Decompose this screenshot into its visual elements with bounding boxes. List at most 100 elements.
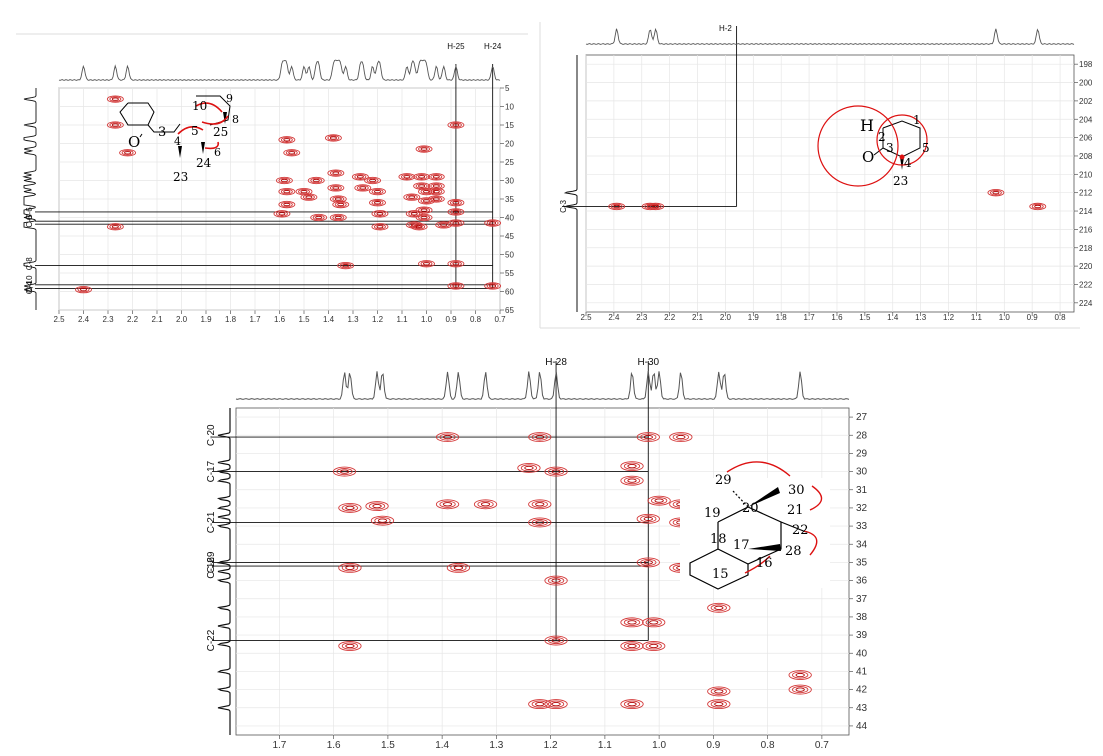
contour-ring [623,642,641,650]
contour-ring [432,197,440,201]
cross-peak-23 [364,176,382,185]
wedge-30 [748,487,780,507]
hmbc-arrow-21 [809,485,823,511]
contour-ring [547,637,565,645]
x-tick-label: 1.6 [327,740,341,751]
contour-ring [636,557,660,568]
contour-ring [1034,204,1042,209]
cross-peak-3 [119,149,137,157]
contour-ring [278,136,296,144]
x-tick-label: 2.3 [636,313,648,322]
contour-ring [517,463,541,473]
contour-ring [714,689,724,694]
contour-ring [608,202,626,211]
atom-h: H [860,116,874,135]
contour-ring [442,434,453,440]
contour-ring [413,224,426,230]
cross-peak-5 [987,189,1005,197]
x-tick-label: 0.7 [494,315,506,324]
cross-peak-2 [528,432,552,442]
cross-peak-8 [278,187,296,196]
contour-ring [430,188,443,195]
contour-ring [423,262,430,266]
cross-peak-15 [324,134,342,142]
hmbc-arrow-22 [803,530,818,556]
x-tick-label: 1.2 [544,740,558,751]
cross-peak-21 [338,562,362,573]
x-tick-label: 0.7 [815,740,829,751]
bond-oxo [139,133,143,138]
contour-ring [435,432,460,442]
cross-peak-33 [642,641,666,651]
contour-ring [544,699,568,710]
contour-ring [432,184,440,188]
contour-ring [531,700,548,708]
x-tick-label: 1.5 [381,740,395,751]
contour-ring [551,469,561,474]
x-tick-label: 2.1 [151,315,163,324]
cross-peak-49 [447,219,465,227]
contour-ring [410,212,418,216]
contour-ring [351,173,369,181]
cross-peak-37 [415,206,433,214]
contour-ring [447,121,465,129]
cross-peak-32 [620,641,644,651]
contour-ring [551,578,561,583]
panel-2-carbon-spectrum [563,55,578,312]
contour-ring [371,200,384,206]
contour-ring [377,518,388,523]
contour-ring [544,575,568,586]
contour-ring [359,186,367,190]
carbon-label: C-6 [25,207,34,220]
x-tick-label: 1.4 [323,315,335,324]
contour-ring [418,214,430,221]
x-tick-label: 1.7 [249,315,261,324]
contour-ring [336,468,353,476]
contour-ring [374,201,381,205]
contour-ring [376,225,384,229]
atom-28: 28 [785,544,802,559]
correlation-marker [899,154,905,160]
correlation-circle [817,105,899,187]
contour-ring [365,501,389,512]
y-tick-label: 202 [1079,97,1093,106]
contour-ring [430,196,443,202]
cross-peak-30 [544,635,568,646]
cross-peak-30 [405,210,423,218]
cross-peak-11 [365,501,389,512]
contour-ring [654,498,664,503]
panel-3-hmbc: 1.7 1.6 1.5 1.4 1.3 1.2 1.1 1.0 0.9 0.8 0.7 272829… [206,357,868,751]
contour-ring [338,562,362,573]
contour-ring [452,221,460,225]
cross-peak-15 [647,495,671,506]
contour-ring [647,202,665,211]
contour-ring [334,197,342,201]
contour-ring [339,469,350,474]
y-tick-label: 220 [1079,262,1093,271]
panel-1-proton-spectrum [58,59,501,81]
cross-peak-14 [528,499,552,510]
contour-ring [119,149,137,157]
contour-ring [447,260,465,268]
contour-ring [75,285,92,294]
contour-ring [273,210,291,218]
x-tick-label: 2.3 [102,315,114,324]
carbon-label: C-3 [559,199,568,212]
cross-peak-52 [484,219,502,227]
carbon-label: C-21 [206,511,217,533]
contour-ring [106,121,124,129]
bond-21-22 [780,521,807,533]
contour-ring [332,214,345,221]
contour-ring [531,500,548,508]
wedge-28 [748,544,781,551]
contour-ring [368,502,386,510]
cross-peak-13 [307,176,325,185]
contour-ring [339,262,352,269]
x-tick-label: 1.2 [943,313,955,322]
contour-ring [489,284,497,288]
atom-8: 8 [232,113,239,126]
contour-ring [447,199,465,207]
y-tick-label: 214 [1079,207,1093,216]
contour-ring [109,122,122,128]
cross-peak-55 [337,261,355,270]
